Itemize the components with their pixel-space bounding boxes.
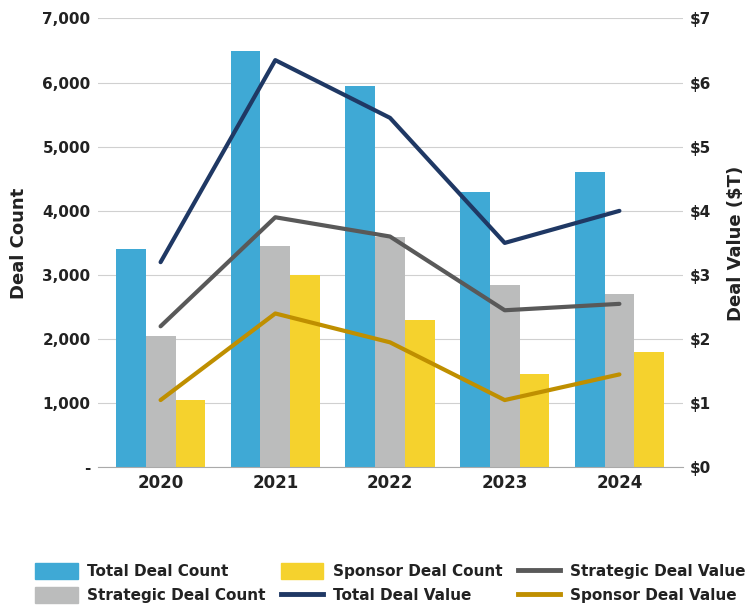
Bar [604,294,634,467]
Y-axis label: Deal Count: Deal Count [10,188,28,298]
Bar [490,285,520,467]
Bar [460,192,490,467]
Bar [375,237,405,467]
Bar [634,352,664,467]
Bar [405,320,435,467]
Bar [574,172,604,467]
Bar [230,50,260,467]
Bar [290,275,320,467]
Bar [520,375,550,467]
Bar [116,249,146,467]
Legend: Total Deal Count, Strategic Deal Count, Sponsor Deal Count, Total Deal Value, St: Total Deal Count, Strategic Deal Count, … [27,556,750,611]
Bar [176,400,206,467]
Bar [345,86,375,467]
Bar [146,336,176,467]
Bar [260,246,290,467]
Y-axis label: Deal Value ($T): Deal Value ($T) [728,165,746,320]
